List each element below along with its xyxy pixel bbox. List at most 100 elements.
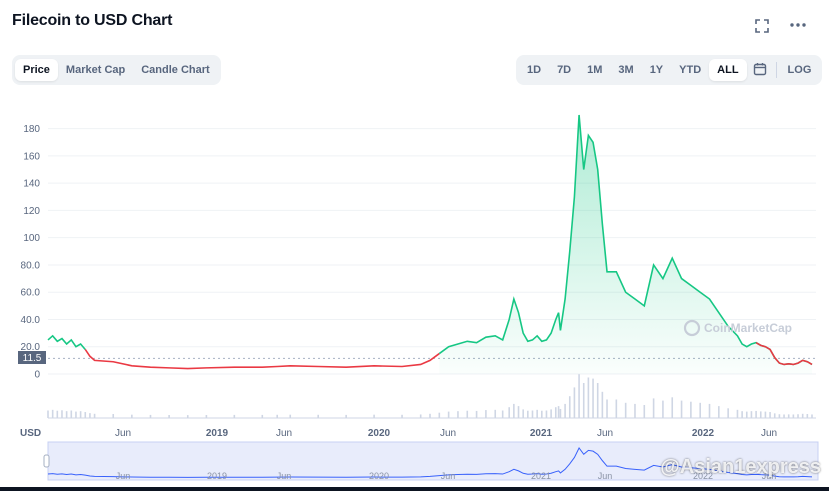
- volume-bar: [261, 414, 264, 418]
- range-all[interactable]: ALL: [709, 59, 747, 81]
- volume-bar: [429, 413, 431, 418]
- volume-bar: [401, 414, 403, 418]
- volume-bar: [93, 413, 96, 418]
- x-tick-label: 2022: [692, 428, 715, 439]
- range-7d[interactable]: 7D: [557, 64, 572, 76]
- page-title: Filecoin to USD Chart: [12, 12, 173, 29]
- volume-bar: [652, 398, 655, 418]
- volume-bar: [811, 414, 813, 418]
- y-tick-label: 160: [23, 151, 40, 162]
- price-line-down: [84, 349, 440, 370]
- volume-bar: [797, 414, 799, 418]
- volume-bar: [457, 411, 459, 418]
- price-line-up: [47, 334, 86, 350]
- range-divider: [775, 62, 777, 78]
- bottom-edge: [0, 487, 829, 491]
- volume-bar: [112, 414, 115, 418]
- volume-bar: [745, 411, 748, 418]
- x-axis: Jun 2019 Jun 2020 Jun 2021 Jun 2022 Jun: [48, 417, 816, 439]
- expand-icon[interactable]: [754, 18, 770, 39]
- tab-price[interactable]: Price: [15, 59, 58, 81]
- coinmarketcap-logo: [683, 319, 701, 337]
- volume-bar: [61, 410, 63, 418]
- currency-label: USD: [20, 428, 41, 439]
- coinmarketcap-text: CoinMarketCap: [704, 321, 792, 335]
- volume-bar: [205, 415, 208, 418]
- volume-bar: [131, 414, 133, 418]
- price-line-down: [755, 341, 813, 366]
- navigator-tick-label: 2021: [531, 471, 551, 481]
- volume-bar: [554, 407, 557, 418]
- volume-bar: [783, 414, 785, 418]
- x-tick-label: Jun: [597, 428, 613, 439]
- volume-bar: [56, 410, 59, 418]
- range-selector: 1D 7D 1M 3M 1Y YTD ALL LOG: [516, 55, 823, 85]
- volume-bar: [592, 378, 594, 418]
- navigator-tick-label: Jun: [441, 471, 456, 481]
- volume-bar: [438, 412, 441, 418]
- x-tick-label: 2019: [206, 428, 229, 439]
- volume-bar: [736, 409, 739, 418]
- volume-bar: [778, 414, 781, 418]
- x-tick-label: Jun: [440, 428, 456, 439]
- volume-bar: [624, 402, 627, 418]
- navigator: Jun 2019 Jun 2020 Jun 2021 Jun 2022 Jun: [43, 441, 819, 481]
- y-tick-label: 40.0: [21, 315, 41, 326]
- range-1y[interactable]: 1Y: [649, 64, 664, 76]
- volume-bar: [494, 409, 497, 418]
- log-toggle[interactable]: LOG: [787, 64, 812, 76]
- volume-bar: [787, 414, 790, 418]
- current-price-marker: 11.5: [18, 351, 46, 364]
- range-ytd[interactable]: YTD: [679, 64, 702, 76]
- x-tick-label: Jun: [761, 428, 777, 439]
- overlay-watermark: @Asian1express: [660, 456, 821, 478]
- y-tick-label: 0: [34, 370, 40, 381]
- volume-bar: [517, 406, 520, 418]
- y-tick-label: 80.0: [21, 260, 41, 271]
- navigator-tick-label: Jun: [277, 471, 292, 481]
- volume-bar: [419, 414, 422, 418]
- calendar-glyph: [753, 62, 766, 75]
- volume-bar: [373, 414, 375, 418]
- volume-bar: [564, 403, 566, 418]
- volume-bar: [65, 411, 68, 418]
- range-1m[interactable]: 1M: [587, 64, 603, 76]
- navigator-tick-label: Jun: [598, 471, 613, 481]
- volume-bar: [587, 377, 590, 418]
- navigator-tick-label: Jun: [116, 471, 131, 481]
- range-3m[interactable]: 3M: [618, 64, 634, 76]
- volume-bar: [606, 399, 608, 418]
- volume-bar: [699, 402, 701, 418]
- tab-candle-chart[interactable]: Candle Chart: [141, 64, 210, 76]
- volume-bar: [634, 403, 636, 418]
- volume-bar: [345, 414, 347, 418]
- volume-bar: [764, 411, 767, 418]
- volume-bar: [233, 414, 236, 418]
- current-price-badge: [18, 351, 46, 364]
- volume-bar: [317, 414, 319, 418]
- volume-bar: [522, 409, 524, 418]
- volume-bar: [578, 374, 580, 418]
- tab-market-cap[interactable]: Market Cap: [65, 64, 126, 76]
- calendar-icon[interactable]: [747, 58, 773, 83]
- volume-bar: [750, 411, 753, 418]
- volume-bar: [671, 397, 674, 418]
- volume-bar: [727, 408, 729, 418]
- range-1d[interactable]: 1D: [527, 64, 542, 76]
- volume-bar: [51, 409, 54, 418]
- x-tick-label: 2020: [368, 428, 391, 439]
- navigator-tick-label: 2020: [369, 471, 389, 481]
- volume-bar: [536, 409, 538, 418]
- volume-bar: [601, 391, 604, 418]
- volume-bar: [773, 413, 776, 418]
- volume-bar: [792, 414, 795, 418]
- navigator-tick-label: 2022: [693, 471, 713, 481]
- volume-bar: [531, 410, 534, 418]
- volume-bar: [168, 415, 170, 418]
- more-dots-icon[interactable]: [789, 16, 807, 40]
- volume-bar: [447, 411, 450, 418]
- volume-bar: [527, 410, 529, 418]
- volume-bar: [545, 410, 548, 418]
- volume-bar: [559, 408, 562, 418]
